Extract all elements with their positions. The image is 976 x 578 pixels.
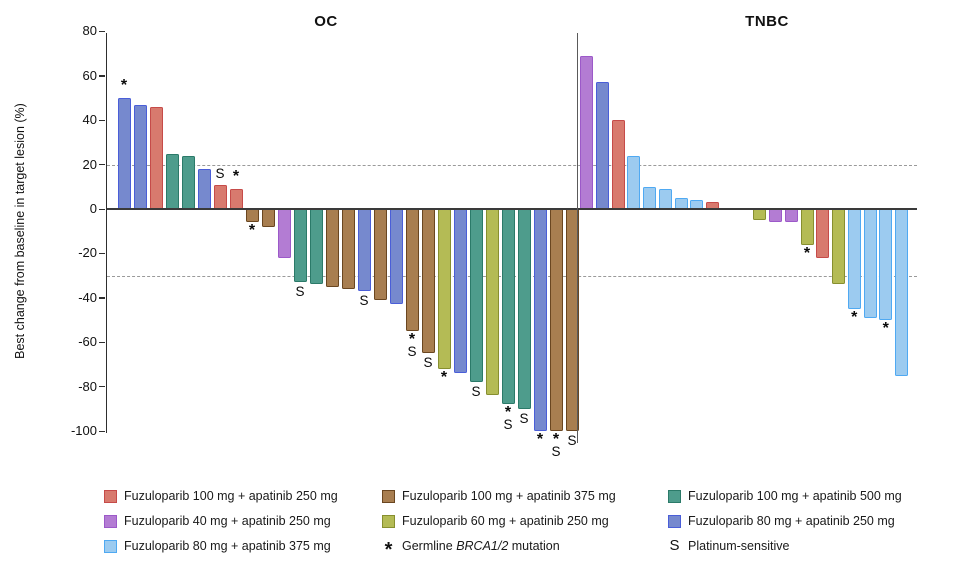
legend-symbol-s: S <box>669 537 680 554</box>
bar-marker: S <box>561 433 583 448</box>
bar-marker: * <box>529 431 551 448</box>
legend-swatch <box>104 514 117 528</box>
zero-baseline <box>107 208 917 210</box>
bar-marker: * <box>113 77 135 94</box>
legend-swatch <box>668 514 681 528</box>
legend: Fuzuloparib 100 mg + apatinib 250 mg Fuzu… <box>104 489 960 561</box>
brca-asterisk-marker: * <box>851 308 858 326</box>
brca-asterisk-marker: * <box>408 331 416 349</box>
brca-asterisk-marker: * <box>882 320 889 337</box>
legend-label: Fuzuloparib 100 mg + apatinib 250 mg <box>124 489 338 503</box>
legend-item: Fuzuloparib 40 mg + apatinib 250 mg <box>104 514 382 528</box>
bar-marker: S <box>417 355 439 371</box>
panel-divider <box>576 33 578 443</box>
y-tick-mark <box>99 430 105 432</box>
legend-item: * Germline BRCA1/2 mutation <box>382 539 668 561</box>
legend-swatch <box>382 514 395 528</box>
axes-layer: 80 60 40 20 0 -20 -40 -60 -80 -100 <box>70 23 917 443</box>
brca-asterisk-marker: * <box>232 168 240 186</box>
y-tick-mark <box>99 75 105 77</box>
platinum-s-marker: S <box>471 384 481 400</box>
platinum-s-marker: S <box>423 355 433 371</box>
tnbc-panel-title: TNBC <box>745 13 789 30</box>
bar-marker: * <box>241 222 263 240</box>
y-tick-mark <box>99 386 105 388</box>
legend-label: Germline BRCA1/2 mutation <box>402 539 560 553</box>
y-tick-label: 60 <box>82 67 97 83</box>
y-tick-label: -60 <box>78 334 97 350</box>
legend-item: Fuzuloparib 100 mg + apatinib 375 mg <box>382 489 668 503</box>
y-tick-mark <box>99 30 105 33</box>
brca-asterisk-marker: * <box>536 431 544 448</box>
brca-asterisk-marker: * <box>803 244 811 262</box>
y-tick-label: 20 <box>82 156 97 172</box>
platinum-s-marker: S <box>359 293 369 309</box>
bar-marker: S <box>353 293 375 309</box>
legend-label: Fuzuloparib 80 mg + apatinib 375 mg <box>124 539 331 553</box>
legend-swatch <box>104 489 117 503</box>
platinum-s-marker: S <box>519 410 529 426</box>
brca-asterisk-marker: * <box>440 368 448 386</box>
platinum-s-marker: S <box>215 165 225 181</box>
legend-swatch <box>668 489 681 503</box>
legend-item: Fuzuloparib 80 mg + apatinib 250 mg <box>668 514 960 528</box>
legend-label: Fuzuloparib 100 mg + apatinib 375 mg <box>402 489 616 503</box>
y-tick-label: -20 <box>78 245 97 261</box>
legend-label: Platinum-sensitive <box>688 539 790 553</box>
legend-symbol-asterisk: * <box>384 539 393 561</box>
y-tick-label: -80 <box>78 378 97 394</box>
legend-item: S Platinum-sensitive <box>668 537 960 554</box>
bar-marker: * S <box>497 404 519 433</box>
legend-label: Fuzuloparib 80 mg + apatinib 250 mg <box>688 514 895 528</box>
legend-label: Fuzuloparib 40 mg + apatinib 250 mg <box>124 514 331 528</box>
bar-marker: * <box>433 368 455 386</box>
brca-asterisk-marker: * <box>248 222 256 240</box>
bar-marker: S <box>465 384 487 400</box>
legend-item: Fuzuloparib 100 mg + apatinib 500 mg <box>668 489 960 503</box>
platinum-s-marker: S <box>551 444 561 459</box>
bar-marker: * S <box>401 331 423 360</box>
bar-marker: S <box>209 165 231 181</box>
legend-swatch <box>382 489 395 503</box>
y-axis <box>105 33 107 433</box>
brca-asterisk-marker: * <box>120 77 128 94</box>
brca-asterisk-marker: * <box>504 404 512 422</box>
chart-area: Best change from baseline in target lesi… <box>13 13 917 459</box>
platinum-s-marker: S <box>503 417 513 433</box>
y-tick-mark <box>99 119 105 122</box>
bar-marker: S <box>289 284 311 300</box>
y-tick-label: 0 <box>89 201 97 216</box>
bar-marker: * <box>225 168 247 186</box>
bar-marker: S <box>513 410 535 426</box>
platinum-s-marker: S <box>567 433 577 448</box>
legend-swatch <box>104 539 117 553</box>
platinum-s-marker: S <box>407 344 417 360</box>
y-tick-mark <box>99 297 105 299</box>
oc-panel-title: OC <box>314 13 338 30</box>
legend-item: Fuzuloparib 80 mg + apatinib 375 mg <box>104 539 382 553</box>
reference-line-upper <box>107 164 917 166</box>
y-tick-label: 80 <box>82 23 97 39</box>
legend-label: Fuzuloparib 60 mg + apatinib 250 mg <box>402 514 609 528</box>
bar-marker: * <box>843 308 865 326</box>
y-tick-mark <box>99 164 105 166</box>
y-tick-mark <box>99 252 105 255</box>
legend-label: Fuzuloparib 100 mg + apatinib 500 mg <box>688 489 902 503</box>
bar-marker: * <box>875 320 897 337</box>
legend-item: Fuzuloparib 100 mg + apatinib 250 mg <box>104 489 382 503</box>
bars-layer: * S * * S S * S S * S * S S * * S S * * * <box>113 55 908 459</box>
y-tick-label: 40 <box>82 112 97 128</box>
legend-item: Fuzuloparib 60 mg + apatinib 250 mg <box>382 514 668 528</box>
y-tick-mark <box>99 341 105 344</box>
y-tick-mark <box>99 208 105 210</box>
platinum-s-marker: S <box>295 284 305 300</box>
brca-asterisk-marker: * <box>552 431 560 448</box>
y-tick-label: -40 <box>78 289 97 305</box>
bar-marker: * S <box>545 431 567 459</box>
y-tick-label: -100 <box>70 423 97 438</box>
bar-marker: * <box>796 244 818 262</box>
